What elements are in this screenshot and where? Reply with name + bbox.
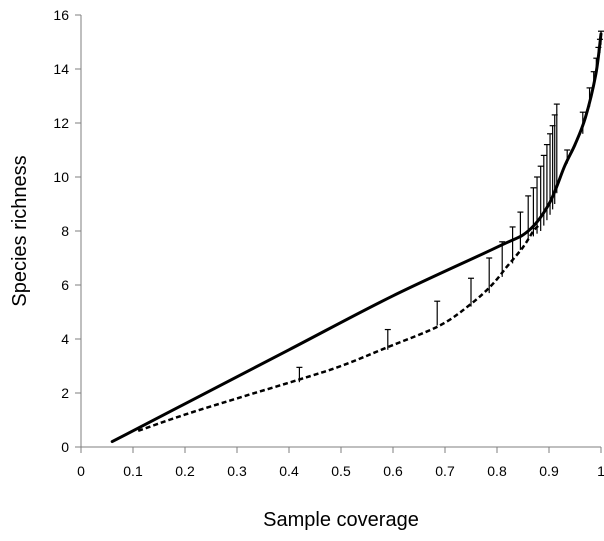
y-tick-label: 14 (53, 61, 69, 77)
x-tick-label: 0.4 (279, 463, 299, 479)
y-tick-label: 2 (61, 385, 69, 401)
y-axis-ticks: 0 2 4 6 8 10 12 14 16 (53, 7, 81, 455)
x-tick-label: 0.5 (331, 463, 351, 479)
y-axis-title: Species richness (9, 155, 31, 306)
curves (110, 32, 603, 444)
x-tick-label: 0.7 (435, 463, 455, 479)
y-tick-label: 16 (53, 7, 69, 23)
y-tick-label: 8 (61, 223, 69, 239)
y-tick-label: 6 (61, 277, 69, 293)
x-tick-label: 0.1 (123, 463, 143, 479)
x-axis-ticks: 0 0.1 0.2 0.3 0.4 0.5 0.6 0.7 0.8 0.9 1 (77, 447, 604, 479)
dashed-curve (137, 224, 540, 432)
y-tick-label: 10 (53, 169, 69, 185)
solid-curve (110, 32, 603, 444)
error-bars (296, 30, 604, 383)
y-tick-label: 12 (53, 115, 69, 131)
x-axis-title: Sample coverage (263, 509, 419, 531)
x-tick-label: 0 (77, 463, 85, 479)
x-tick-label: 0.8 (487, 463, 507, 479)
x-tick-label: 0.3 (227, 463, 247, 479)
x-tick-label: 0.9 (539, 463, 559, 479)
axes (80, 15, 601, 448)
x-tick-label: 1 (597, 463, 604, 479)
x-tick-label: 0.2 (175, 463, 195, 479)
y-tick-label: 4 (61, 331, 69, 347)
y-tick-label: 0 (61, 439, 69, 455)
x-tick-label: 0.6 (383, 463, 403, 479)
